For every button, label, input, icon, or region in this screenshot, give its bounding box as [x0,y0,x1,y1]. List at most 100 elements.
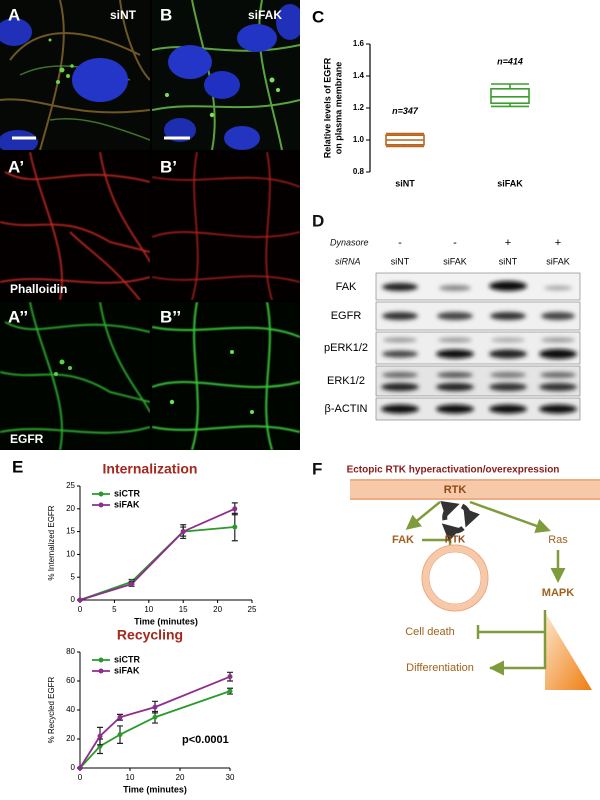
x-tick-label: 5 [112,605,117,614]
panel-letter: A’’ [8,307,28,326]
legend-marker [98,668,104,674]
treatment-label: Dynasore [330,237,369,247]
lane-label: siNT [499,256,518,266]
blot-row-label: β-ACTIN [325,403,368,415]
panel-letter: F [312,459,322,478]
stain-label: EGFR [10,432,44,446]
data-point [180,529,186,535]
panel-letter: E [12,457,23,476]
chart-title: Internalization [103,461,198,477]
y-axis-label: on plasma membrane [333,62,343,155]
stain-label: Phalloidin [10,282,67,296]
panel-letter: B’’ [160,307,181,326]
data-point [77,597,83,603]
annotation: p<0.0001 [182,734,229,746]
x-tick-label: 15 [179,605,188,614]
recycling-icon [440,500,480,542]
data-point [232,506,238,512]
blot-row-label: ERK1/2 [327,375,365,387]
data-point [77,765,83,771]
membrane-rtk: RTK [444,484,467,496]
x-axis-label: Time (minutes) [134,616,198,626]
y-tick-label: 20 [66,504,75,513]
column-label: siNT [110,8,137,22]
legend-label: siCTR [114,654,141,664]
treatment-mark: - [453,237,457,249]
annotation: n=347 [392,106,419,116]
annotation: n=414 [497,56,523,66]
diagram-title: Ectopic RTK hyperactivation/overexpressi… [347,465,560,476]
x-tick-label: 20 [176,773,185,782]
legend-label: siFAK [114,665,140,675]
treatment-mark: - [398,237,402,249]
panel-a [0,0,150,150]
blot-row-label: pERK1/2 [324,342,368,354]
data-point [117,732,123,738]
y-tick-label: 25 [66,481,75,490]
y-tick-label: 10 [66,550,75,559]
data-point [97,733,103,739]
blot-row-label: EGFR [331,310,362,322]
data-point [232,524,238,530]
mapk-outputs [476,610,547,670]
x-tick-label: 25 [248,605,257,614]
column-label: siFAK [248,8,282,22]
vesicle-rtk: RTK [445,535,466,546]
panel-letter: D [312,211,324,230]
y-tick-label: 15 [66,527,75,536]
y-tick-label: 1.6 [353,39,365,48]
y-tick-label: 5 [71,572,76,581]
pathway-diagram: F Ectopic RTK hyperactivation/overexpres… [312,459,600,690]
data-point [152,714,158,720]
panel-letter: A’ [8,157,24,176]
ras-node: Ras [548,534,568,546]
x-tick-label: 0 [78,605,83,614]
data-point [129,581,135,587]
vesicle [421,544,489,612]
y-tick-label: 1.0 [353,135,365,144]
blot-bands [375,272,581,421]
x-tick-label: 10 [126,773,135,782]
legend-marker [98,502,104,508]
fak-node: FAK [392,534,414,546]
y-tick-label: 0 [71,595,76,604]
y-axis-label: % Internalized EGFR [47,505,56,580]
panel-b [152,0,300,150]
y-axis-label: Relative levels of EGFR [322,57,332,158]
arrow [469,500,551,534]
legend-marker [98,657,104,663]
treatment-mark: + [505,237,511,249]
data-point [117,714,123,720]
legend-label: siCTR [114,488,141,498]
y-tick-label: 1.4 [353,71,365,80]
cell-death: Cell death [405,626,455,638]
membrane [350,479,600,500]
panel-b-dprime [152,302,300,450]
panel-a-prime [0,152,150,300]
y-tick-label: 20 [66,734,75,743]
panel-letter: A [8,5,20,24]
x-tick-label: 30 [226,773,235,782]
x-tick-label: 20 [213,605,222,614]
arrow [405,501,441,530]
y-tick-label: 0 [71,763,76,772]
legend-marker [98,491,104,497]
lane-label: siFAK [443,256,467,266]
panel-a-dprime [0,302,150,450]
y-tick-label: 60 [66,676,75,685]
series-line [79,507,236,601]
x-tick-label: 0 [78,773,83,782]
mapk-node: MAPK [542,587,574,599]
y-axis-label: % Recycled EGFR [47,676,56,743]
lane-label: siNT [391,256,410,266]
data-point [227,674,233,680]
chart-title: Recycling [117,627,183,643]
western-blot: D Dynasore siRNA [312,211,581,421]
x-axis-label: Time (minutes) [123,784,187,794]
y-tick-label: 80 [66,647,75,656]
y-tick-label: 40 [66,705,75,714]
x-tick-label: 10 [144,605,153,614]
data-point [227,688,233,694]
treatment-mark: + [555,237,561,249]
panel-letter: C [312,7,324,26]
